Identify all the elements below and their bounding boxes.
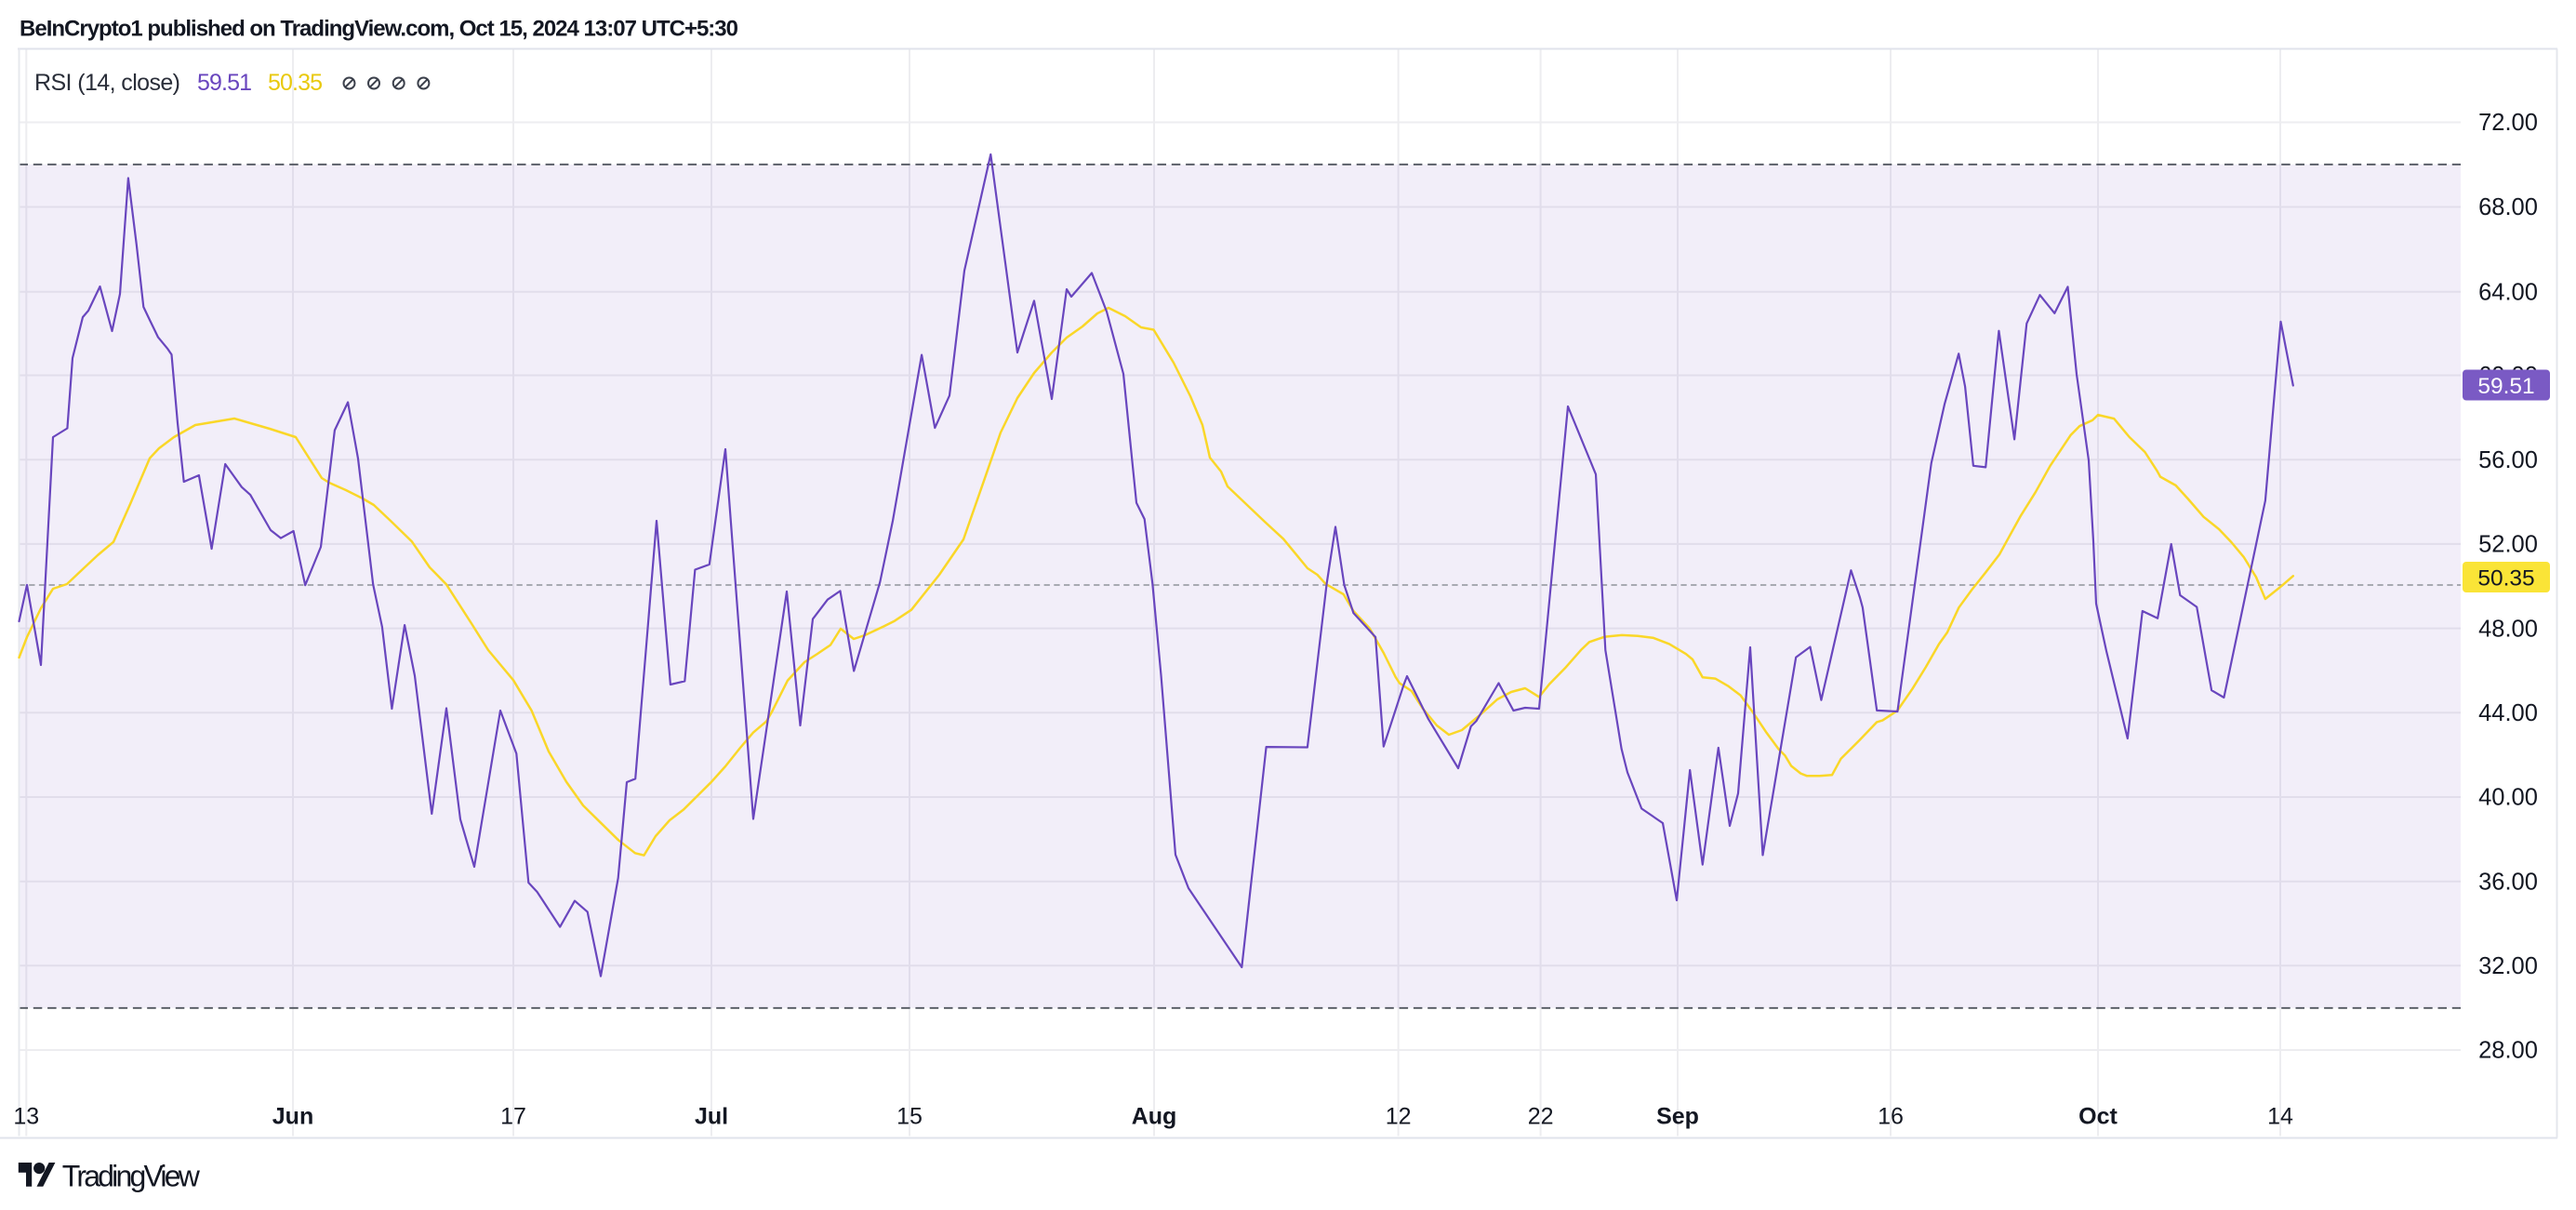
svg-text:52.00: 52.00 <box>2478 532 2538 558</box>
svg-text:Oct: Oct <box>2078 1104 2118 1130</box>
svg-text:Sep: Sep <box>1656 1104 1699 1130</box>
svg-text:TradingView: TradingView <box>62 1160 201 1193</box>
svg-text:Jun: Jun <box>272 1104 313 1130</box>
svg-text:17: 17 <box>500 1104 526 1130</box>
svg-text:Jul: Jul <box>695 1104 728 1130</box>
svg-text:28.00: 28.00 <box>2478 1038 2538 1064</box>
svg-text:36.00: 36.00 <box>2478 869 2538 895</box>
svg-text:12: 12 <box>1386 1104 1412 1130</box>
svg-text:15: 15 <box>896 1104 923 1130</box>
svg-text:50.35: 50.35 <box>2477 566 2534 592</box>
svg-text:56.00: 56.00 <box>2478 447 2538 473</box>
svg-text:48.00: 48.00 <box>2478 616 2538 642</box>
svg-text:32.00: 32.00 <box>2478 953 2538 979</box>
svg-text:40.00: 40.00 <box>2478 785 2538 811</box>
svg-text:50.35: 50.35 <box>268 70 323 96</box>
svg-text:14: 14 <box>2267 1104 2293 1130</box>
svg-text:59.51: 59.51 <box>197 70 252 96</box>
svg-text:64.00: 64.00 <box>2478 279 2538 305</box>
svg-text:BeInCrypto1 published on Tradi: BeInCrypto1 published on TradingView.com… <box>20 17 738 42</box>
svg-text:59.51: 59.51 <box>2477 374 2534 399</box>
svg-text:44.00: 44.00 <box>2478 700 2538 726</box>
svg-text:Aug: Aug <box>1132 1104 1177 1130</box>
svg-text:72.00: 72.00 <box>2478 110 2538 136</box>
svg-text:13: 13 <box>13 1104 39 1130</box>
svg-text:68.00: 68.00 <box>2478 194 2538 220</box>
svg-text:16: 16 <box>1878 1104 1904 1130</box>
svg-text:RSI (14, close): RSI (14, close) <box>34 70 180 96</box>
svg-text:22: 22 <box>1528 1104 1554 1130</box>
